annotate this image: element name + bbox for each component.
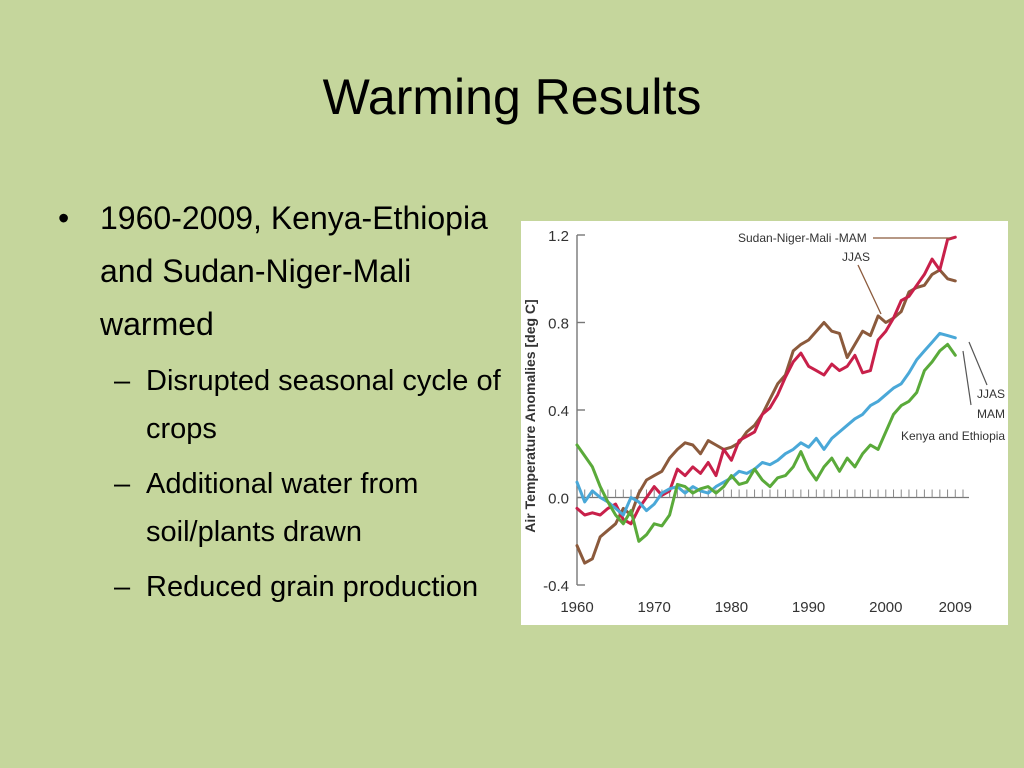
y-tick-label: 0.8 <box>548 316 569 333</box>
axes: -0.4 0.0 0.4 0.8 1.2 1960 1970 1980 1990 2000 2009 <box>543 228 972 616</box>
x-tick-label: 1960 <box>560 599 593 616</box>
x-tick-label: 1980 <box>715 599 748 616</box>
x-tick-label: 1970 <box>638 599 671 616</box>
dash-icon: – <box>114 365 131 397</box>
y-tick-label: 0.4 <box>548 403 569 420</box>
sub-bullet-text: Disrupted seasonal cycle of crops <box>146 365 501 445</box>
series-line-3 <box>575 331 957 517</box>
chart-svg: Air Temperature Anomalies [deg C] -0.4 0.… <box>522 228 1005 616</box>
bullet-list: • 1960-2009, Kenya-Ethiopia and Sudan-Ni… <box>58 192 508 618</box>
annotation-kenya-jjas: JJAS <box>977 387 1005 401</box>
sub-bullet-item: – Disrupted seasonal cycle of crops <box>58 357 508 453</box>
y-axis-label: Air Temperature Anomalies [deg C] <box>522 299 538 532</box>
sub-bullet-text: Additional water from soil/plants drawn <box>146 468 419 548</box>
leader-line-kenya-jjas <box>968 341 988 386</box>
sub-bullet-item: – Additional water from soil/plants draw… <box>58 460 508 556</box>
y-tick-label: 1.2 <box>548 228 569 245</box>
x-tick-label: 1990 <box>792 599 825 616</box>
series-line-2 <box>575 235 957 526</box>
leader-line-jjas <box>857 264 882 315</box>
annotation-kenya-mam: MAM <box>977 407 1005 421</box>
sub-bullet-list: – Disrupted seasonal cycle of crops – Ad… <box>58 357 508 611</box>
annotation-sudan-mam: Sudan-Niger-Mali -MAM <box>738 231 867 245</box>
sub-bullet-item: – Reduced grain production <box>58 563 508 611</box>
temperature-anomaly-chart: Air Temperature Anomalies [deg C] -0.4 0.… <box>521 221 1008 625</box>
x-tick-label: 2000 <box>869 599 902 616</box>
x-tick-label: 2009 <box>939 599 972 616</box>
bullet-text: 1960-2009, Kenya-Ethiopia and Sudan-Nige… <box>100 200 488 342</box>
series-line-4 <box>575 342 957 543</box>
bullet-dot-icon: • <box>58 200 70 236</box>
y-tick-label: -0.4 <box>543 578 569 595</box>
dash-icon: – <box>114 571 131 603</box>
series-lines <box>575 235 957 565</box>
bullet-item: • 1960-2009, Kenya-Ethiopia and Sudan-Ni… <box>58 192 508 351</box>
dash-icon: – <box>114 468 131 500</box>
annotation-sudan-jjas: JJAS <box>842 250 870 264</box>
slide-title: Warming Results <box>322 69 702 125</box>
leader-line-kenya-mam <box>962 350 972 406</box>
y-tick-label: 0.0 <box>548 491 569 508</box>
annotations: Sudan-Niger-Mali -MAM JJAS JJAS MAM Keny… <box>738 231 1005 443</box>
sub-bullet-text: Reduced grain production <box>146 571 479 603</box>
annotation-kenya-ethiopia: Kenya and Ethiopia <box>901 429 1005 443</box>
